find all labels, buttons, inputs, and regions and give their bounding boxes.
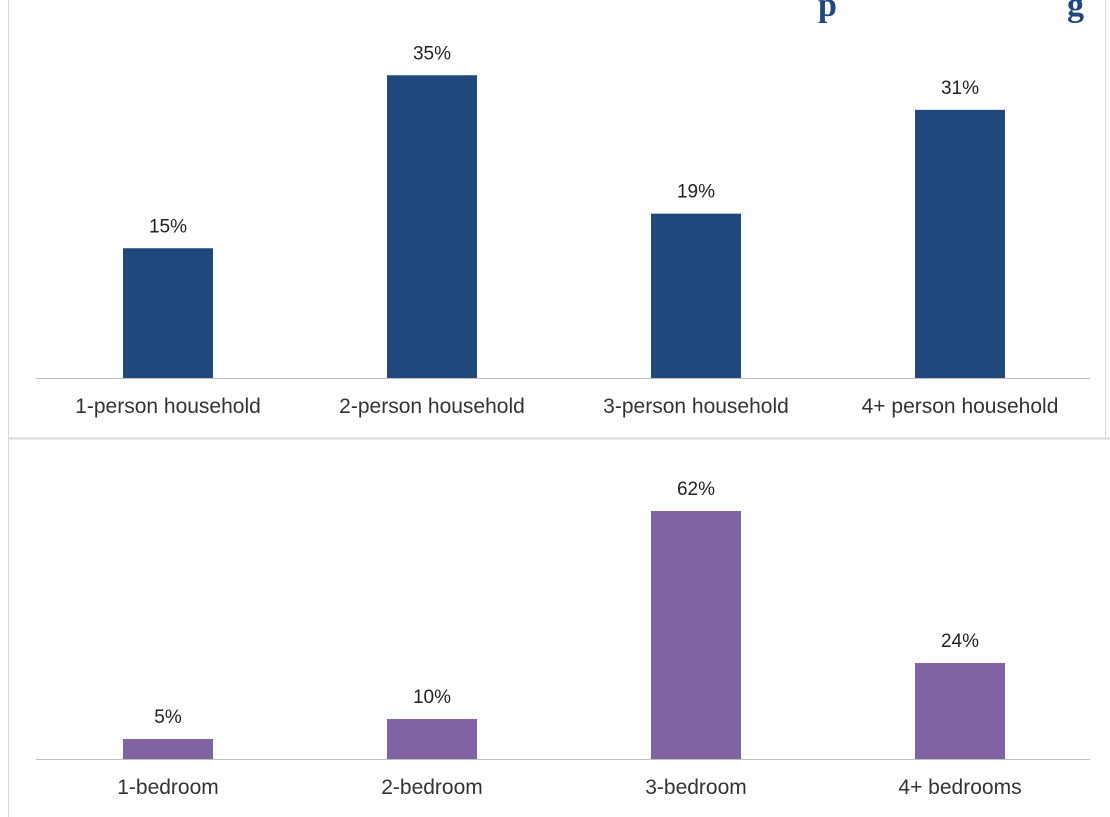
category-tick-label: 4+ bedrooms [898, 776, 1021, 799]
data-label: 19% [677, 182, 715, 203]
bar [915, 663, 1005, 759]
data-label: 62% [677, 479, 715, 500]
category-tick-label: 3-person household [603, 395, 789, 418]
data-label: 10% [413, 687, 451, 708]
bar [387, 75, 477, 378]
chart-title-fragment: p g [818, 0, 1084, 24]
data-label: 15% [149, 216, 187, 237]
category-tick-label: 3-bedroom [645, 776, 747, 799]
data-label: 5% [154, 707, 182, 728]
bar [651, 213, 741, 378]
category-tick-label: 2-person household [339, 395, 525, 418]
bedrooms-chart: 5% 1-bedroom 10% 2-bedroom 62% 3-bedroom 24% 4+… [36, 479, 1090, 799]
category-tick-label: 4+ person household [862, 395, 1059, 418]
category-tick-label: 2-bedroom [381, 776, 483, 799]
bar [387, 719, 477, 759]
category-tick-label: 1-bedroom [117, 776, 219, 799]
bar [123, 248, 213, 378]
category-tick-label: 1-person household [75, 395, 261, 418]
bar [915, 109, 1005, 378]
household-size-chart: 15% 1-person household 35% 2-person househo… [36, 43, 1090, 418]
data-label: 35% [413, 43, 451, 64]
data-label: 31% [941, 78, 979, 99]
data-label: 24% [941, 631, 979, 652]
title-glyph-p: p [818, 0, 837, 24]
title-glyph-g: g [1067, 0, 1084, 24]
bar [651, 511, 741, 759]
panel-frames [8, 0, 1110, 817]
bar [123, 739, 213, 759]
